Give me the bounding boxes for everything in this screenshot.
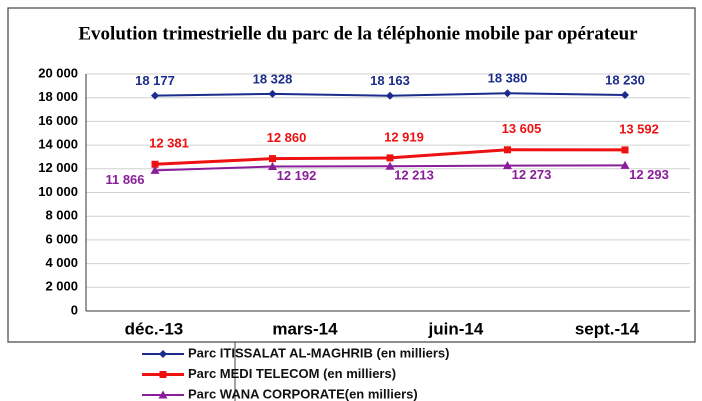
data-label: 12 919: [384, 129, 424, 144]
point-marker: [269, 155, 276, 163]
data-label: 12 213: [394, 168, 434, 183]
chart-title: Evolution trimestrielle du parc de la té…: [78, 23, 638, 44]
legend-label: Parc WANA CORPORATE(en milliers): [188, 386, 418, 401]
point-marker: [620, 160, 630, 169]
data-label: 12 860: [267, 130, 307, 145]
y-tick-label: 0: [71, 302, 78, 317]
data-label: 18 163: [370, 73, 410, 88]
point-marker: [268, 162, 277, 171]
y-tick-label: 8 000: [45, 208, 78, 223]
data-label: 13 605: [502, 121, 542, 136]
x-tick-label: déc.-13: [125, 319, 184, 338]
data-label: 12 192: [277, 168, 317, 183]
legend-marker: [158, 390, 168, 399]
y-tick-label: 6 000: [45, 231, 78, 246]
data-label: 12 273: [512, 167, 552, 182]
data-label: 18 177: [135, 73, 175, 88]
data-label: 11 866: [105, 172, 144, 187]
data-label: 18 380: [488, 71, 528, 86]
y-tick-label: 18 000: [38, 89, 78, 104]
legend-marker: [159, 350, 167, 358]
legend-label: Parc MEDI TELECOM (en milliers): [188, 366, 396, 381]
y-tick-label: 4 000: [45, 255, 78, 270]
data-label: 18 328: [253, 71, 293, 86]
data-label: 12 293: [629, 167, 669, 182]
y-tick-label: 10 000: [38, 184, 78, 199]
point-marker: [385, 161, 395, 170]
point-marker: [503, 89, 512, 98]
point-marker: [621, 146, 629, 154]
point-marker: [151, 91, 159, 100]
legend-marker: [159, 371, 167, 378]
y-tick-label: 12 000: [38, 160, 78, 175]
x-tick-label: juin-14: [428, 319, 484, 338]
y-tick-label: 16 000: [38, 113, 78, 128]
data-label: 18 230: [605, 72, 645, 87]
point-marker: [150, 165, 160, 174]
point-marker: [504, 146, 511, 154]
y-tick-label: 20 000: [38, 65, 78, 80]
point-marker: [386, 91, 394, 100]
y-tick-label: 2 000: [45, 279, 78, 294]
legend-label: Parc ITISSALAT AL-MAGHRIB (en milliers): [188, 345, 449, 360]
chart-frame: [7, 7, 696, 343]
x-tick-label: sept.-14: [575, 319, 640, 338]
x-tick-label: mars-14: [272, 319, 338, 338]
point-marker: [503, 161, 512, 170]
point-marker: [386, 154, 394, 162]
y-tick-label: 14 000: [38, 137, 78, 152]
data-label: 12 381: [149, 136, 189, 151]
point-marker: [151, 160, 159, 168]
point-marker: [621, 90, 629, 99]
data-label: 13 592: [619, 121, 659, 136]
point-marker: [268, 89, 277, 98]
